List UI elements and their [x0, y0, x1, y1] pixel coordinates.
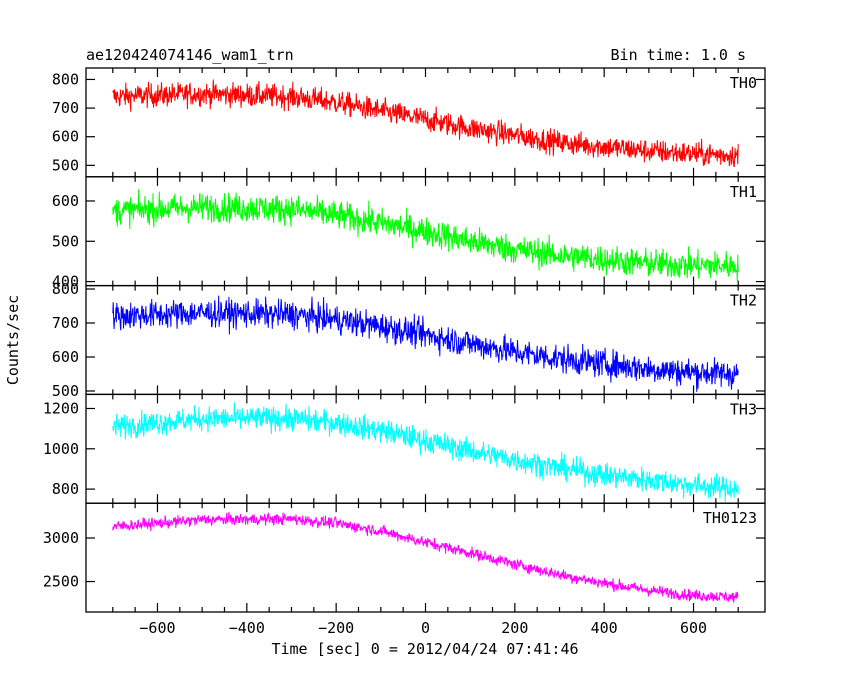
series-th0123 [112, 511, 739, 603]
x-tick-label: 600 [680, 619, 707, 637]
y-tick-label: 500 [52, 232, 79, 250]
y-tick-label: 1000 [43, 440, 79, 458]
y-tick-label: 3000 [43, 529, 79, 547]
y-tick-label: 800 [52, 280, 79, 298]
x-tick-label: −200 [318, 619, 354, 637]
y-tick-label: 800 [52, 480, 79, 498]
panel-th0: 500 600 700 800 TH0 [52, 67, 766, 178]
bin-time-label: Bin time: 1.0 s [611, 46, 746, 64]
series-th2 [112, 295, 739, 392]
chart-title: ae120424074146_wam1_trn [86, 46, 294, 64]
series-th3 [112, 402, 739, 502]
y-tick-label: 700 [52, 314, 79, 332]
y-tick-label: 700 [52, 99, 79, 117]
panels-group: 500 600 700 800 TH0 400 500 600 TH1 500 600 700 800 T… [43, 67, 766, 637]
y-tick-label: 1200 [43, 400, 79, 418]
series-th1 [112, 188, 739, 282]
panel-label: TH2 [730, 292, 757, 310]
x-tick-label: 200 [501, 619, 528, 637]
panel-th0123: 2500 3000 TH0123 [43, 502, 766, 613]
y-tick-label: 600 [52, 128, 79, 146]
panel-label: TH0123 [703, 509, 757, 527]
y-tick-label: 600 [52, 192, 79, 210]
series-th0 [112, 79, 739, 168]
x-tick-label: 400 [591, 619, 618, 637]
y-tick-label: 600 [52, 348, 79, 366]
panel-label: TH3 [730, 400, 757, 418]
panel-th3: 800 1000 1200 TH3 [43, 393, 766, 504]
x-tick-label: −400 [229, 619, 265, 637]
panel-th1: 400 500 600 TH1 [52, 176, 766, 291]
y-tick-label: 2500 [43, 573, 79, 591]
panel-label: TH1 [730, 183, 757, 201]
x-tick-label: −600 [139, 619, 175, 637]
y-tick-label: 500 [52, 156, 79, 174]
y-tick-label: 500 [52, 382, 79, 400]
panel-label: TH0 [730, 74, 757, 92]
x-tick-label: 0 [421, 619, 430, 637]
y-axis-label: Counts/sec [4, 295, 22, 385]
y-tick-label: 800 [52, 70, 79, 88]
y-tick-label: 400 [52, 273, 79, 291]
panel-th2: 500 600 700 800 TH2 [52, 280, 766, 400]
x-axis-label: Time [sec] 0 = 2012/04/24 07:41:46 [271, 640, 578, 658]
